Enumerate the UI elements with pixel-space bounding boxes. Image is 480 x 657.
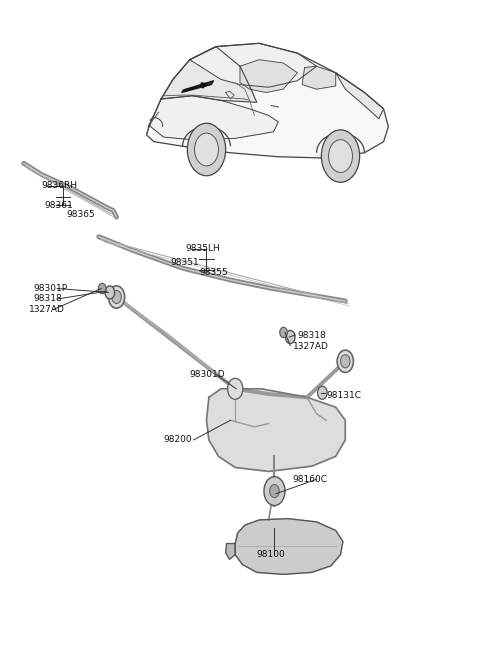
Text: 1327AD: 1327AD [293, 342, 328, 351]
Polygon shape [181, 81, 214, 93]
Text: 9835LH: 9835LH [185, 244, 220, 253]
Circle shape [337, 350, 353, 373]
Text: 98318: 98318 [33, 294, 62, 304]
Text: 98301D: 98301D [190, 370, 226, 379]
Polygon shape [190, 43, 317, 87]
Circle shape [264, 477, 285, 505]
Text: 98351: 98351 [170, 258, 199, 267]
Circle shape [187, 124, 226, 175]
Circle shape [98, 283, 106, 294]
Polygon shape [226, 543, 235, 559]
Text: 98318: 98318 [298, 330, 326, 340]
Text: 9836RH: 9836RH [41, 181, 77, 190]
Text: 98365: 98365 [67, 210, 96, 219]
Circle shape [340, 355, 350, 368]
Polygon shape [161, 47, 257, 102]
Polygon shape [240, 60, 298, 93]
Circle shape [108, 286, 125, 308]
Polygon shape [147, 43, 388, 158]
Circle shape [194, 133, 218, 166]
Circle shape [105, 286, 115, 299]
Polygon shape [302, 66, 336, 89]
Text: 98200: 98200 [163, 436, 192, 444]
Polygon shape [206, 389, 345, 472]
Text: 98301P: 98301P [33, 284, 67, 293]
Circle shape [270, 484, 279, 497]
Text: 98361: 98361 [45, 201, 73, 210]
Text: 98131C: 98131C [326, 391, 361, 400]
Circle shape [228, 378, 243, 399]
Text: 98100: 98100 [257, 550, 286, 559]
Polygon shape [336, 73, 384, 119]
Circle shape [112, 290, 121, 304]
Circle shape [322, 130, 360, 182]
Text: 1327AD: 1327AD [29, 305, 65, 314]
Circle shape [318, 386, 327, 399]
Circle shape [286, 330, 295, 344]
Text: 98160C: 98160C [293, 475, 328, 484]
Polygon shape [149, 96, 278, 140]
Polygon shape [235, 518, 343, 574]
Circle shape [280, 327, 288, 338]
Text: 98355: 98355 [199, 268, 228, 277]
Circle shape [328, 140, 352, 173]
